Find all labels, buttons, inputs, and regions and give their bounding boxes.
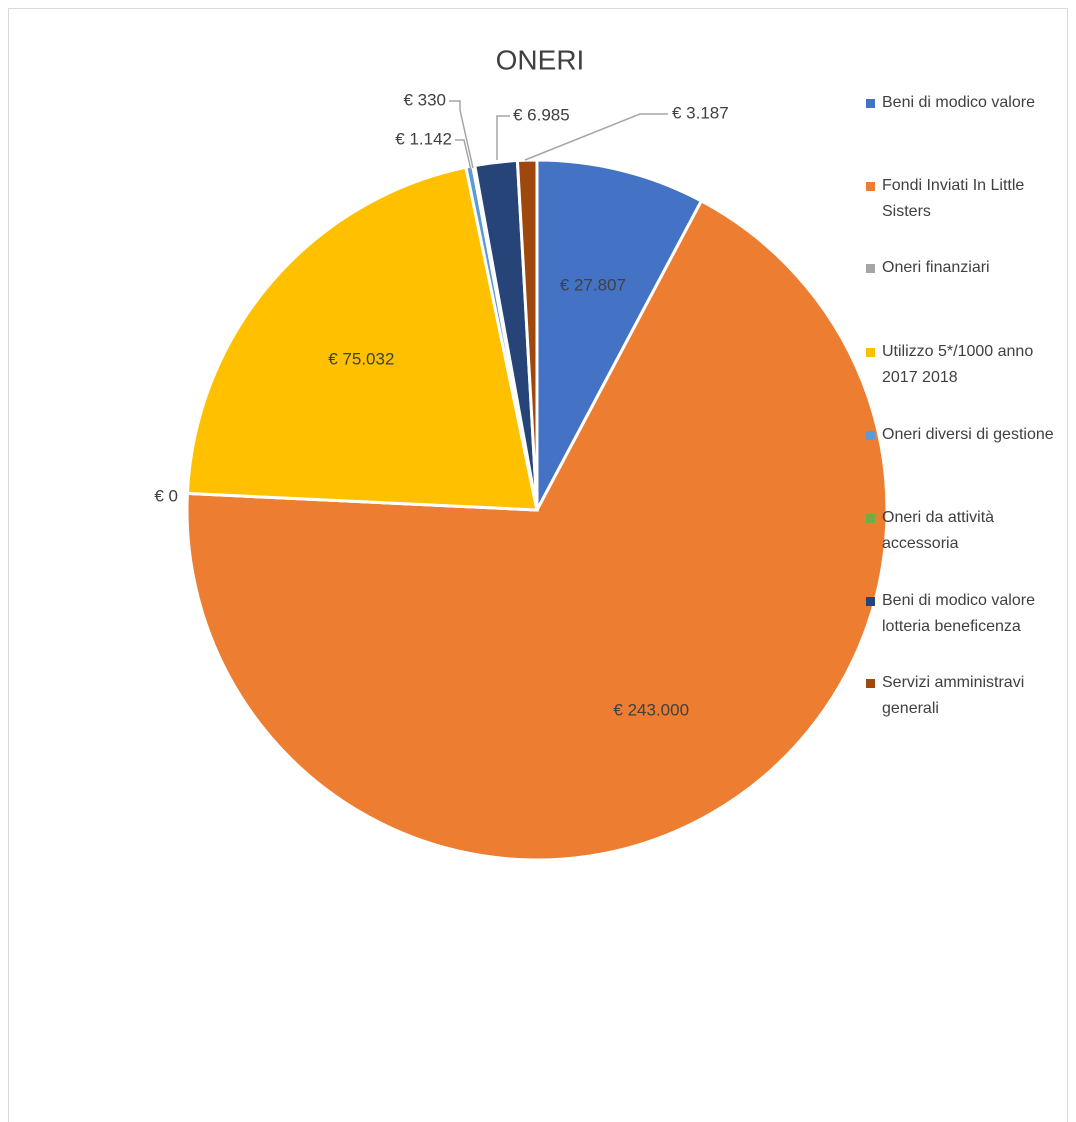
legend-item: Oneri da attività accessoria — [866, 505, 1066, 557]
chart-title: ONERI — [496, 44, 585, 75]
data-label: € 3.187 — [672, 103, 729, 122]
legend-label: Beni di modico valore — [882, 94, 1035, 111]
legend-item: Fondi Inviati In Little Sisters — [866, 173, 1066, 225]
legend-label: Oneri finanziari — [882, 259, 990, 276]
leader-line — [496, 115, 510, 160]
legend-item: Oneri diversi di gestione — [866, 422, 1066, 448]
legend-item: Utilizzo 5*/1000 anno 2017 2018 — [866, 339, 1066, 391]
legend-swatch — [866, 514, 875, 523]
pie-slice — [185, 198, 889, 862]
legend-swatch — [866, 431, 875, 440]
leader-line — [524, 113, 668, 161]
legend-swatch — [866, 99, 875, 108]
legend-swatch — [866, 182, 875, 191]
legend-label: Servizi amministravi generali — [882, 674, 1025, 717]
data-label: € 6.985 — [513, 105, 570, 124]
data-label: € 1.142 — [395, 129, 452, 148]
legend-label: Oneri da attività accessoria — [882, 509, 995, 552]
data-label: € 0 — [154, 486, 178, 505]
legend-label: Utilizzo 5*/1000 anno 2017 2018 — [882, 343, 1034, 386]
legend-swatch — [866, 597, 875, 606]
leader-line — [449, 100, 474, 169]
data-label: € 27.807 — [560, 275, 626, 294]
legend-item: Servizi amministravi generali — [866, 670, 1066, 722]
legend-item: Beni di modico valore lotteria beneficen… — [866, 588, 1066, 640]
legend-swatch — [866, 348, 875, 357]
pie-slice — [535, 158, 704, 511]
leader-line — [455, 139, 472, 171]
pie-slice — [185, 165, 539, 512]
legend-swatch — [866, 679, 875, 688]
legend-label: Fondi Inviati In Little Sisters — [882, 177, 1025, 220]
legend-label: Oneri diversi di gestione — [882, 426, 1054, 443]
data-label: € 243.000 — [613, 700, 689, 719]
legend-swatch — [866, 264, 875, 273]
data-label: € 330 — [403, 90, 446, 109]
chart-border — [8, 8, 1068, 1122]
legend-item: Beni di modico valore — [866, 90, 1066, 116]
data-label: € 75.032 — [328, 349, 394, 368]
pie-slice — [515, 158, 539, 511]
legend-label: Beni di modico valore lotteria beneficen… — [882, 592, 1035, 635]
legend-item: Oneri finanziari — [866, 255, 1066, 281]
